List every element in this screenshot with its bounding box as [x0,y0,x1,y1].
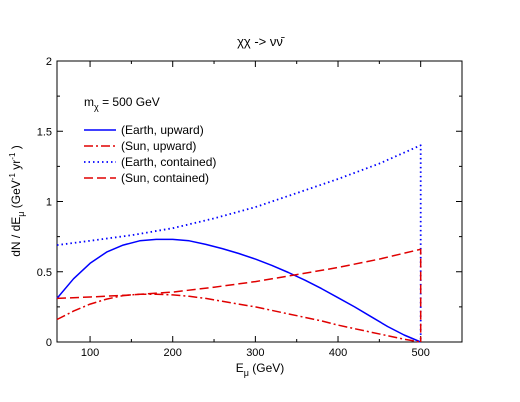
y-tick-label: 1.5 [37,126,52,138]
x-tick-label: 300 [246,347,264,359]
axis-ticks: 100 200 300 400 500 0 0.5 1 1.5 2 [37,56,462,359]
legend-label-4: (Sun, contained) [121,171,209,185]
legend-label-2: (Sun, upward) [121,139,196,153]
x-tick-label: 400 [329,347,347,359]
y-tick-label: 0 [46,337,52,349]
y-tick-label: 0.5 [37,267,52,279]
series-layer [56,144,422,343]
chart-title: χχ -> νν̄ [237,34,285,49]
series-line-4 [56,248,422,342]
mass-annotation: mχ = 500 GeV [84,95,160,112]
legend: (Earth, upward) (Sun, upward) (Earth, cont… [84,123,216,185]
series-line-2 [56,293,421,343]
x-axis-label: Eμ (GeV) [236,361,285,378]
y-tick-label: 1 [46,197,52,209]
x-tick-label: 500 [411,347,429,359]
legend-label-3: (Earth, contained) [121,155,216,169]
y-axis-label: dN / dEμ (GeV-1 yr-1 ) [8,145,26,257]
x-tick-label: 200 [164,347,182,359]
series-line-1 [56,238,421,343]
legend-label-1: (Earth, upward) [121,123,204,137]
x-tick-label: 100 [81,347,99,359]
y-tick-label: 2 [46,56,52,68]
